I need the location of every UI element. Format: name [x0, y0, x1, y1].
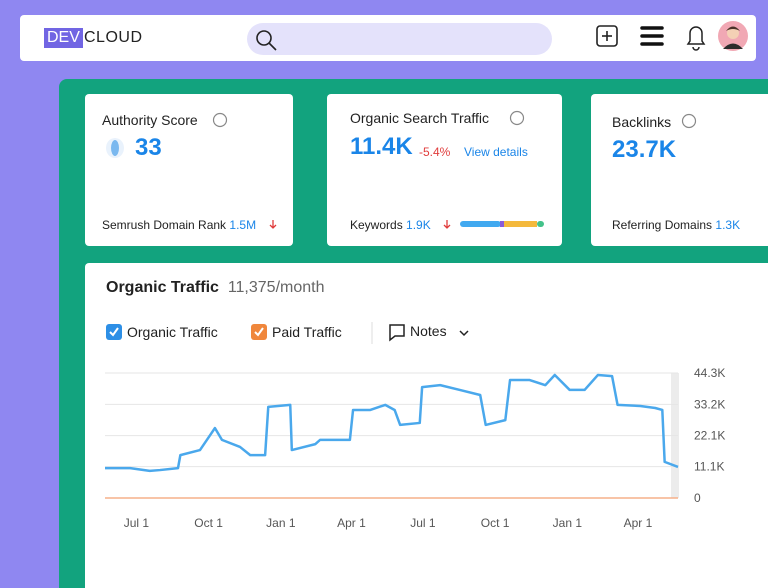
notes-button[interactable]: Notes [410, 323, 447, 339]
card-change: -5.4% [419, 145, 451, 159]
panel-subtitle: 11,375/month [227, 279, 325, 296]
view-details-link[interactable]: View details [464, 145, 528, 159]
traffic-panel: Organic Traffic 11,375/month Organic Tra… [85, 263, 768, 588]
footer-label: Referring Domains [612, 218, 713, 232]
avatar[interactable] [718, 21, 748, 51]
panel-title: Organic Traffic 11,375/month [106, 279, 324, 297]
notification-button[interactable] [686, 26, 706, 51]
legend-paid[interactable]: Paid Traffic [272, 324, 342, 340]
card-value: 23.7K [612, 136, 677, 163]
card-footer-label: Semrush Domain Rank 1.5M [102, 218, 256, 232]
card-title: Authority Score [102, 112, 198, 128]
card-footer: Keywords 1.9K [350, 218, 431, 232]
search-box[interactable] [247, 23, 552, 55]
menu-button[interactable] [640, 26, 664, 46]
card-icons [106, 110, 697, 229]
panel-title-text: Organic Traffic [106, 279, 219, 296]
logo-suffix[interactable]: CLOUD [84, 29, 143, 46]
footer-label: Semrush Domain Rank [102, 218, 227, 232]
card-title: Organic Search Traffic [350, 110, 490, 126]
legend-organic[interactable]: Organic Traffic [127, 324, 218, 340]
card-value: 11.4K [350, 133, 413, 160]
logo-prefix[interactable]: DEV [44, 28, 83, 48]
footer-value: 1.3K [715, 218, 741, 232]
score-icon-core [111, 140, 119, 156]
search-icon [256, 30, 277, 51]
authority-card: Authority Score 33 Semrush Domain Rank 1… [85, 94, 293, 246]
card-footer: Referring Domains 1.3K [612, 218, 740, 232]
globe-icons [212, 110, 697, 129]
card-value: 33 [135, 134, 162, 161]
card-title: Backlinks [612, 114, 672, 130]
add-button[interactable] [596, 25, 618, 47]
backlinks-card: Backlinks 23.7K Referring Domains 1.3K [591, 94, 768, 246]
keywords-bar [460, 221, 544, 227]
footer-value: 1.9K [406, 218, 431, 232]
top-icons [256, 21, 748, 51]
down-arrows [269, 220, 451, 229]
footer-value: 1.5M [229, 218, 257, 232]
footer-label: Keywords [350, 218, 403, 232]
